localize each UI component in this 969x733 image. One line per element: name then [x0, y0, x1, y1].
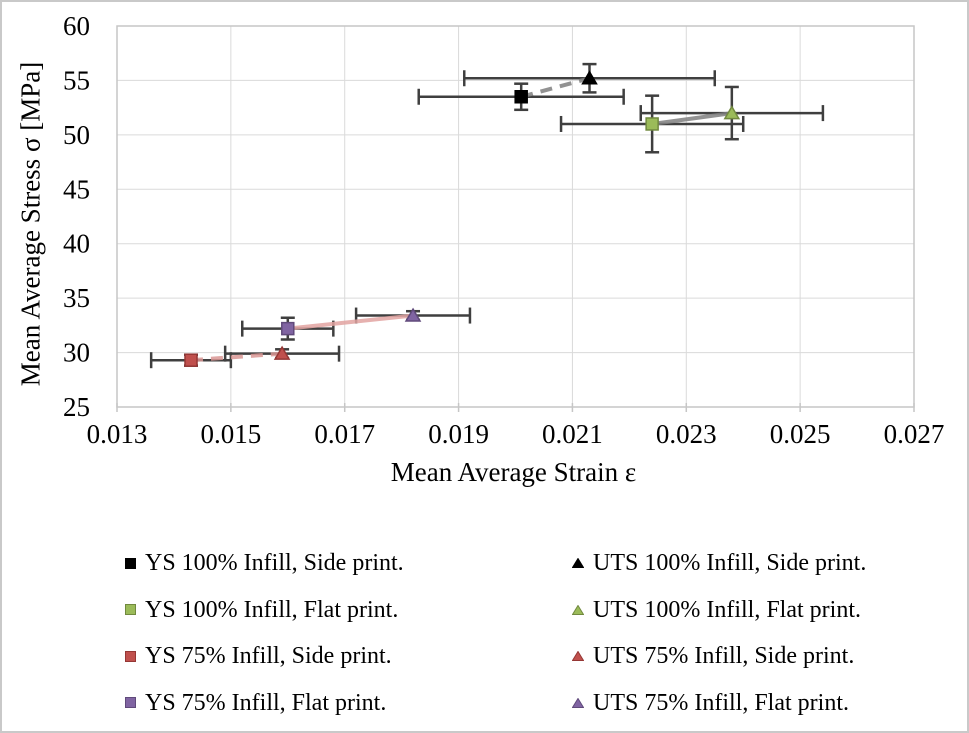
legend-item-uts-75-side: UTS 75% Infill, Side print.: [572, 633, 866, 680]
marker-triangle-uts-75-flat: [404, 307, 422, 322]
x-tick-label: 0.013: [87, 419, 148, 449]
legend-triangle-shape: [572, 697, 584, 708]
legend-triangle-marker-icon: [572, 697, 584, 708]
x-axis-title: Mean Average Strain ε: [390, 457, 637, 487]
marker-square-ys-100-flat: [645, 117, 659, 131]
x-tick-label: 0.023: [656, 419, 717, 449]
legend-label: UTS 100% Infill, Flat print.: [593, 596, 861, 623]
plot-area: 0.013 0.015 0.017 0.019 0.021 0.023 0.025 0.027…: [63, 11, 945, 449]
plot-border: [116, 25, 915, 408]
marker-square-ys-75-side: [184, 353, 198, 367]
legend-triangle-shape: [572, 651, 584, 662]
x-tick-label: 0.019: [428, 419, 489, 449]
legend-column-ys: YS 100% Infill, Side print. YS 100% Infil…: [125, 540, 404, 726]
connector-ys-75-side-to-uts-75-side: [190, 351, 283, 363]
legend-label: UTS 75% Infill, Flat print.: [593, 689, 849, 716]
y-tick-label: 40: [63, 229, 90, 259]
y-tick-label: 60: [63, 11, 90, 41]
legend-square-marker-icon: [125, 557, 136, 569]
legend-label: UTS 100% Infill, Side print.: [593, 550, 867, 577]
marker-triangle-uts-75-side: [273, 345, 291, 360]
legend-triangle-shape: [572, 604, 584, 615]
x-tick-label: 0.015: [200, 419, 261, 449]
marker-triangle-uts-100-flat: [723, 105, 741, 120]
x-tick-label: 0.021: [542, 419, 603, 449]
legend-triangle-shape: [572, 558, 584, 569]
legend-square-marker-icon: [125, 697, 136, 709]
legend-item-ys-100-flat: YS 100% Infill, Flat print.: [125, 587, 404, 634]
legend-item-ys-100-side: YS 100% Infill, Side print.: [125, 540, 404, 587]
marker-triangle-uts-100-side: [581, 70, 598, 85]
legend-label: YS 100% Infill, Flat print.: [145, 596, 399, 623]
y-tick-label: 45: [63, 174, 90, 204]
marker-square-ys-75-flat: [281, 321, 295, 336]
legend-triangle-marker-icon: [572, 558, 584, 569]
legend-item-ys-75-flat: YS 75% Infill, Flat print.: [125, 680, 404, 727]
y-tick-label: 30: [63, 338, 90, 368]
connector-ys-100-flat-to-uts-100-flat: [651, 111, 733, 126]
y-tick-label: 50: [63, 120, 90, 150]
legend-square-marker-icon: [125, 650, 136, 662]
legend-item-ys-75-side: YS 75% Infill, Side print.: [125, 633, 404, 680]
x-tick-label: 0.025: [770, 419, 831, 449]
connector-ys-75-flat-to-uts-75-flat: [287, 313, 414, 331]
legend-triangle-marker-icon: [572, 604, 584, 615]
marker-square-ys-100-side: [514, 90, 528, 104]
legend-label: YS 100% Infill, Side print.: [145, 550, 404, 577]
y-tick-label: 35: [63, 283, 90, 313]
x-tick-label: 0.027: [884, 419, 945, 449]
y-tick-label: 55: [63, 65, 90, 95]
legend-label: UTS 75% Infill, Side print.: [593, 643, 855, 670]
legend-square-marker-icon: [125, 604, 136, 616]
legend-item-uts-100-side: UTS 100% Infill, Side print.: [572, 540, 866, 587]
legend-column-uts: UTS 100% Infill, Side print. UTS 100% Inf…: [572, 540, 866, 726]
legend-item-uts-100-flat: UTS 100% Infill, Flat print.: [572, 587, 866, 634]
legend-triangle-marker-icon: [572, 651, 584, 662]
y-tick-label: 25: [63, 392, 90, 422]
legend-label: YS 75% Infill, Side print.: [145, 643, 392, 670]
legend-item-uts-75-flat: UTS 75% Infill, Flat print.: [572, 680, 866, 727]
connector-ys-100-side-to-uts-100-side: [520, 76, 591, 99]
legend-label: YS 75% Infill, Flat print.: [145, 689, 387, 716]
x-tick-label: 0.017: [314, 419, 375, 449]
y-axis-title: Mean Average Stress σ [MPa]: [15, 61, 46, 387]
